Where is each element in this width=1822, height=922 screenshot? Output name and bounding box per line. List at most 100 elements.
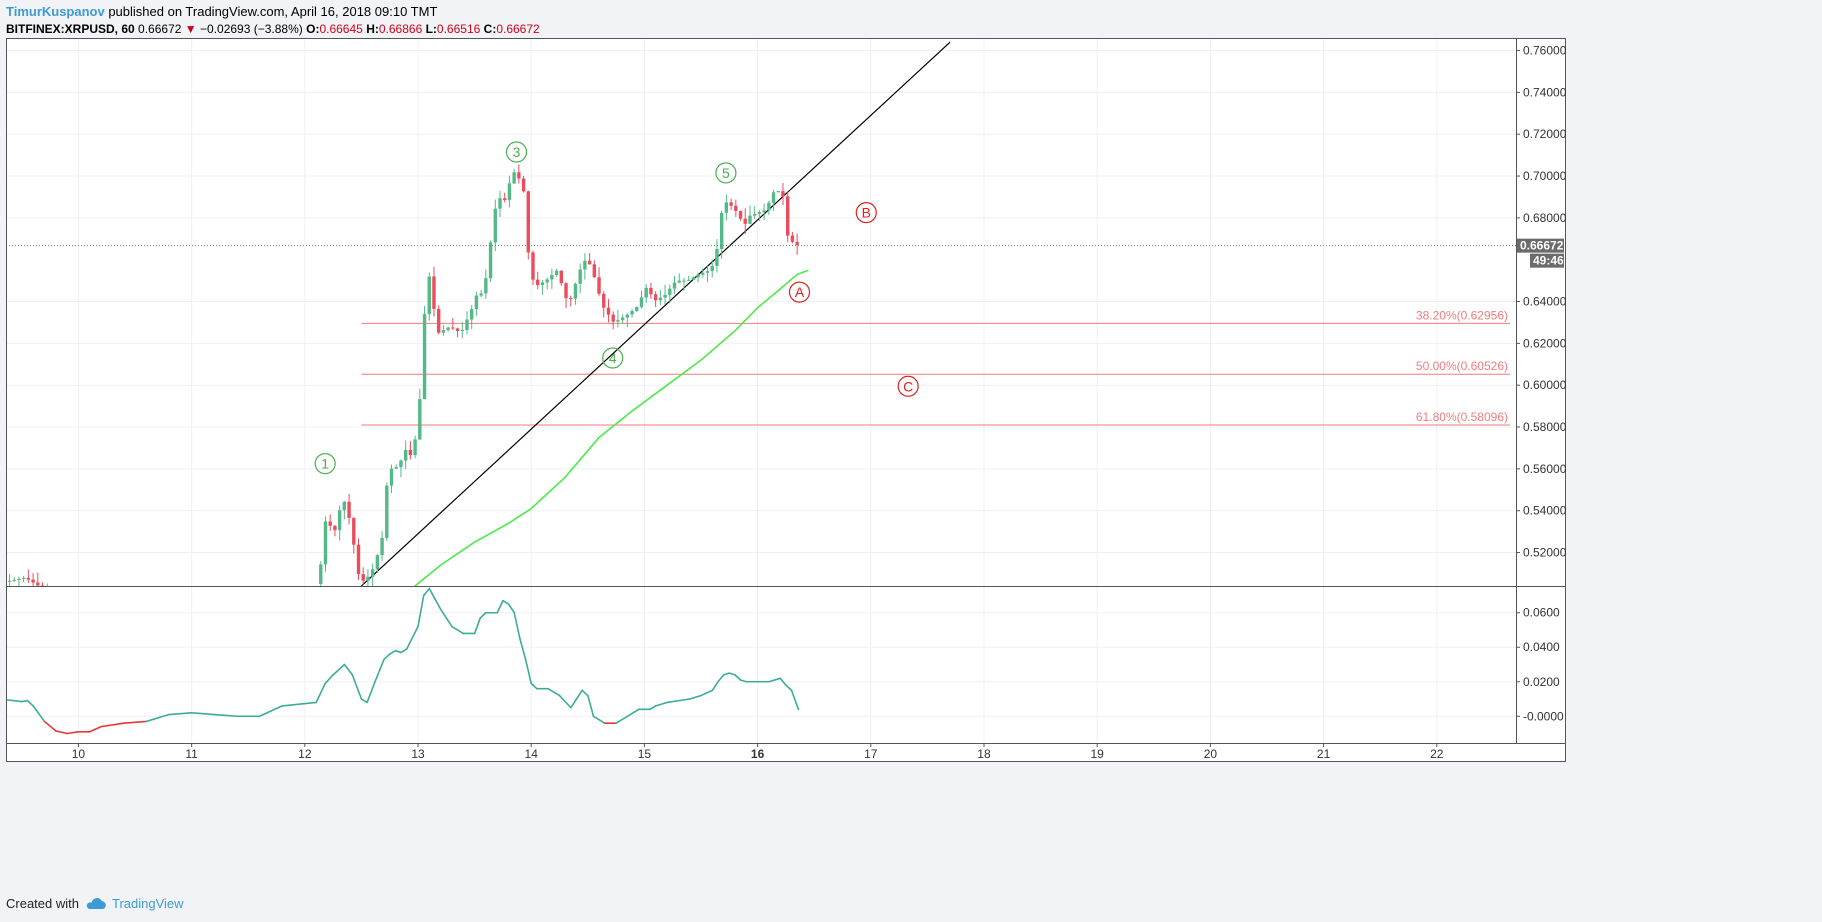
time-tick-label: 18 <box>977 747 991 761</box>
oscillator-segment <box>779 677 787 687</box>
ohlc-legend: BITFINEX:XRPUSD, 60 0.66672 ▼ −0.02693 (… <box>6 22 540 36</box>
author-link[interactable]: TimurKuspanov <box>6 4 105 19</box>
close-value: 0.66672 <box>496 22 540 36</box>
symbol-label[interactable]: BITFINEX:XRPUSD, 60 <box>6 22 135 36</box>
time-tick-label: 13 <box>411 747 425 761</box>
oscillator-axis: 0.0600 0.0400 0.0200 -0.0000 <box>1516 606 1564 723</box>
price-pane: 38.20%(0.62956) 50.00%(0.60526) 61.80%(0.5… <box>7 41 1510 586</box>
oscillator-segment <box>519 637 527 661</box>
tradingview-link[interactable]: TradingView <box>85 896 184 911</box>
time-tick-label: 19 <box>1091 747 1105 761</box>
candle-body <box>682 280 686 282</box>
wave-label-circle <box>897 375 919 397</box>
time-tick-label: 11 <box>185 747 198 761</box>
candle-body <box>484 278 488 294</box>
candle-body <box>403 449 408 461</box>
oscillator-segment <box>570 689 583 709</box>
time-tick-label: 10 <box>72 747 86 761</box>
candle-body <box>724 202 729 213</box>
oscillator-segment <box>451 625 465 635</box>
wave-label-4: 4 <box>602 347 624 369</box>
oscillator-segment <box>615 715 629 724</box>
wave-label-text: A <box>795 284 805 300</box>
candle-body <box>31 579 35 583</box>
oscillator-segment <box>422 587 431 597</box>
oscillator-segment <box>6 699 23 703</box>
candle-body <box>319 564 323 584</box>
oscillator-segment <box>55 730 68 735</box>
oscillator-segment <box>145 713 170 723</box>
candle-body <box>597 277 601 294</box>
open-value: 0.66645 <box>319 22 363 36</box>
wave-label-1: 1 <box>314 453 336 475</box>
candle-body <box>578 269 582 284</box>
candle-body <box>333 525 337 531</box>
candle-body <box>380 537 384 556</box>
oscillator-segment <box>734 674 742 681</box>
candle-body <box>606 307 611 315</box>
candle-body <box>394 467 398 469</box>
candle-body <box>413 439 417 456</box>
candle-body <box>705 271 710 273</box>
fib-level-label: 61.80%(0.58096) <box>1416 410 1508 424</box>
candle-body <box>663 294 667 298</box>
oscillator-tick-label: -0.0000 <box>1523 709 1564 723</box>
price-tick-label: 0.72000 <box>1523 127 1567 141</box>
oscillator-segment <box>649 705 657 711</box>
cloud-logo-icon <box>86 897 106 909</box>
fib-level-label: 38.20%(0.62956) <box>1416 308 1508 322</box>
wave-label-text: C <box>903 378 913 394</box>
oscillator-segment <box>473 617 482 635</box>
price-tick-label: 0.58000 <box>1523 420 1567 434</box>
oscillator-segment <box>711 680 719 692</box>
candle-body <box>474 295 479 310</box>
time-tick-label: 15 <box>638 747 652 761</box>
oscillator-segment <box>383 653 391 661</box>
time-tick-label: 17 <box>864 747 878 761</box>
candle-body <box>36 582 40 586</box>
candle-body <box>531 252 535 280</box>
oscillator-segment <box>530 682 538 690</box>
candle-body <box>696 274 700 278</box>
oscillator-segment <box>790 689 800 711</box>
candle-body <box>427 276 431 315</box>
price-tick-label: 0.68000 <box>1523 211 1567 225</box>
fib-level-label: 50.00%(0.60526) <box>1416 359 1508 373</box>
candle-body <box>757 212 762 214</box>
candle-body <box>7 580 12 582</box>
candle-body <box>602 293 606 308</box>
wave-label-3: 3 <box>505 141 528 163</box>
candle-body <box>587 260 592 265</box>
oscillator-segment <box>524 658 533 685</box>
candle-body <box>389 468 394 486</box>
candle-body <box>677 280 681 283</box>
wave-label-text: 4 <box>609 350 617 366</box>
candle-body <box>469 309 474 320</box>
candle-body <box>446 327 450 331</box>
candle-body <box>40 585 45 586</box>
candle-body <box>592 264 597 278</box>
oscillator-segment <box>722 672 731 676</box>
wave-label-circle <box>314 453 336 475</box>
oscillator-segment <box>434 598 442 611</box>
candle-body <box>611 314 615 322</box>
oscillator-segment <box>479 611 487 619</box>
oscillator-segment <box>677 698 691 702</box>
candle-body <box>569 298 573 300</box>
oscillator-tick-label: 0.0600 <box>1523 606 1560 620</box>
candle-body <box>521 178 526 192</box>
candle-body <box>738 210 743 219</box>
oscillator-segment <box>400 648 408 654</box>
candle-body <box>352 517 356 545</box>
candle-body <box>545 279 549 283</box>
created-with-text: Created with <box>6 896 79 911</box>
time-tick-label: 16 <box>751 747 765 761</box>
candle-body <box>361 574 365 581</box>
candle-body <box>781 191 785 197</box>
candle-body <box>12 579 16 581</box>
candle-body <box>375 555 380 570</box>
candle-body <box>573 283 578 299</box>
wave-label-circle <box>855 202 877 224</box>
candle-body <box>644 287 648 298</box>
